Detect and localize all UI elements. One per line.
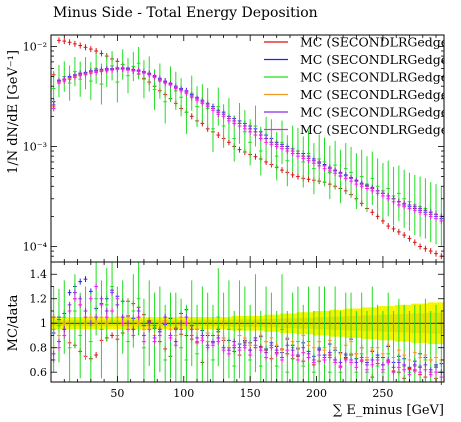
series-2 [51, 47, 444, 382]
ratio-y-tick-label: 1.4 [30, 268, 48, 281]
legend: MC (SECONDLRGedgeM MC (SECONDLRGedgeSi MC … [264, 35, 461, 137]
x-tick-label: 250 [372, 387, 393, 400]
legend-label: MC (SECONDLRGedgeN [300, 70, 459, 85]
main-ylabel: 1/N dN/dE [GeV⁻¹] [6, 50, 21, 174]
ratio-frame [50, 261, 445, 383]
legend-label: MC (SECONDLRGedgeSi [300, 122, 461, 137]
main-y-tick-label: 10⁻³ [23, 140, 47, 153]
x-tick-label: 150 [240, 387, 261, 400]
x-axis-label: ∑ E_minus [GeV] [333, 403, 444, 418]
x-tick-label: 50 [110, 387, 124, 400]
ratio-y-tick-label: 0.8 [30, 342, 48, 355]
legend-label: MC (SECONDLRGedgeSi [300, 52, 461, 67]
x-tick-label: 100 [173, 387, 194, 400]
main-y-tick-label: 10⁻² [23, 40, 47, 53]
legend-label: MC (SECONDLRGedgeM [300, 87, 461, 102]
legend-label: MC (SECONDLRGedgeDi [300, 105, 461, 120]
chart-title: Minus Side - Total Energy Deposition [53, 5, 318, 21]
ratio-y-tick-label: 0.6 [30, 366, 48, 379]
legend-label: MC (SECONDLRGedgeM [300, 35, 461, 50]
ratio-y-tick-label: 1.2 [30, 293, 48, 306]
ratio-band-layer [51, 302, 444, 345]
axes-layer: 50 100 150 200 250 10⁻² 10⁻³ 10⁻⁴ 0.6 0.8 1 1.2 1.4 [23, 34, 445, 400]
ratio-y-tick-label: 1 [40, 317, 47, 330]
x-tick-label: 200 [306, 387, 327, 400]
ratio-ylabel: MC/data [6, 294, 21, 351]
main-y-tick-label: 10⁻⁴ [23, 241, 48, 254]
series-5 [51, 66, 444, 381]
series-marks-layer [51, 37, 444, 385]
